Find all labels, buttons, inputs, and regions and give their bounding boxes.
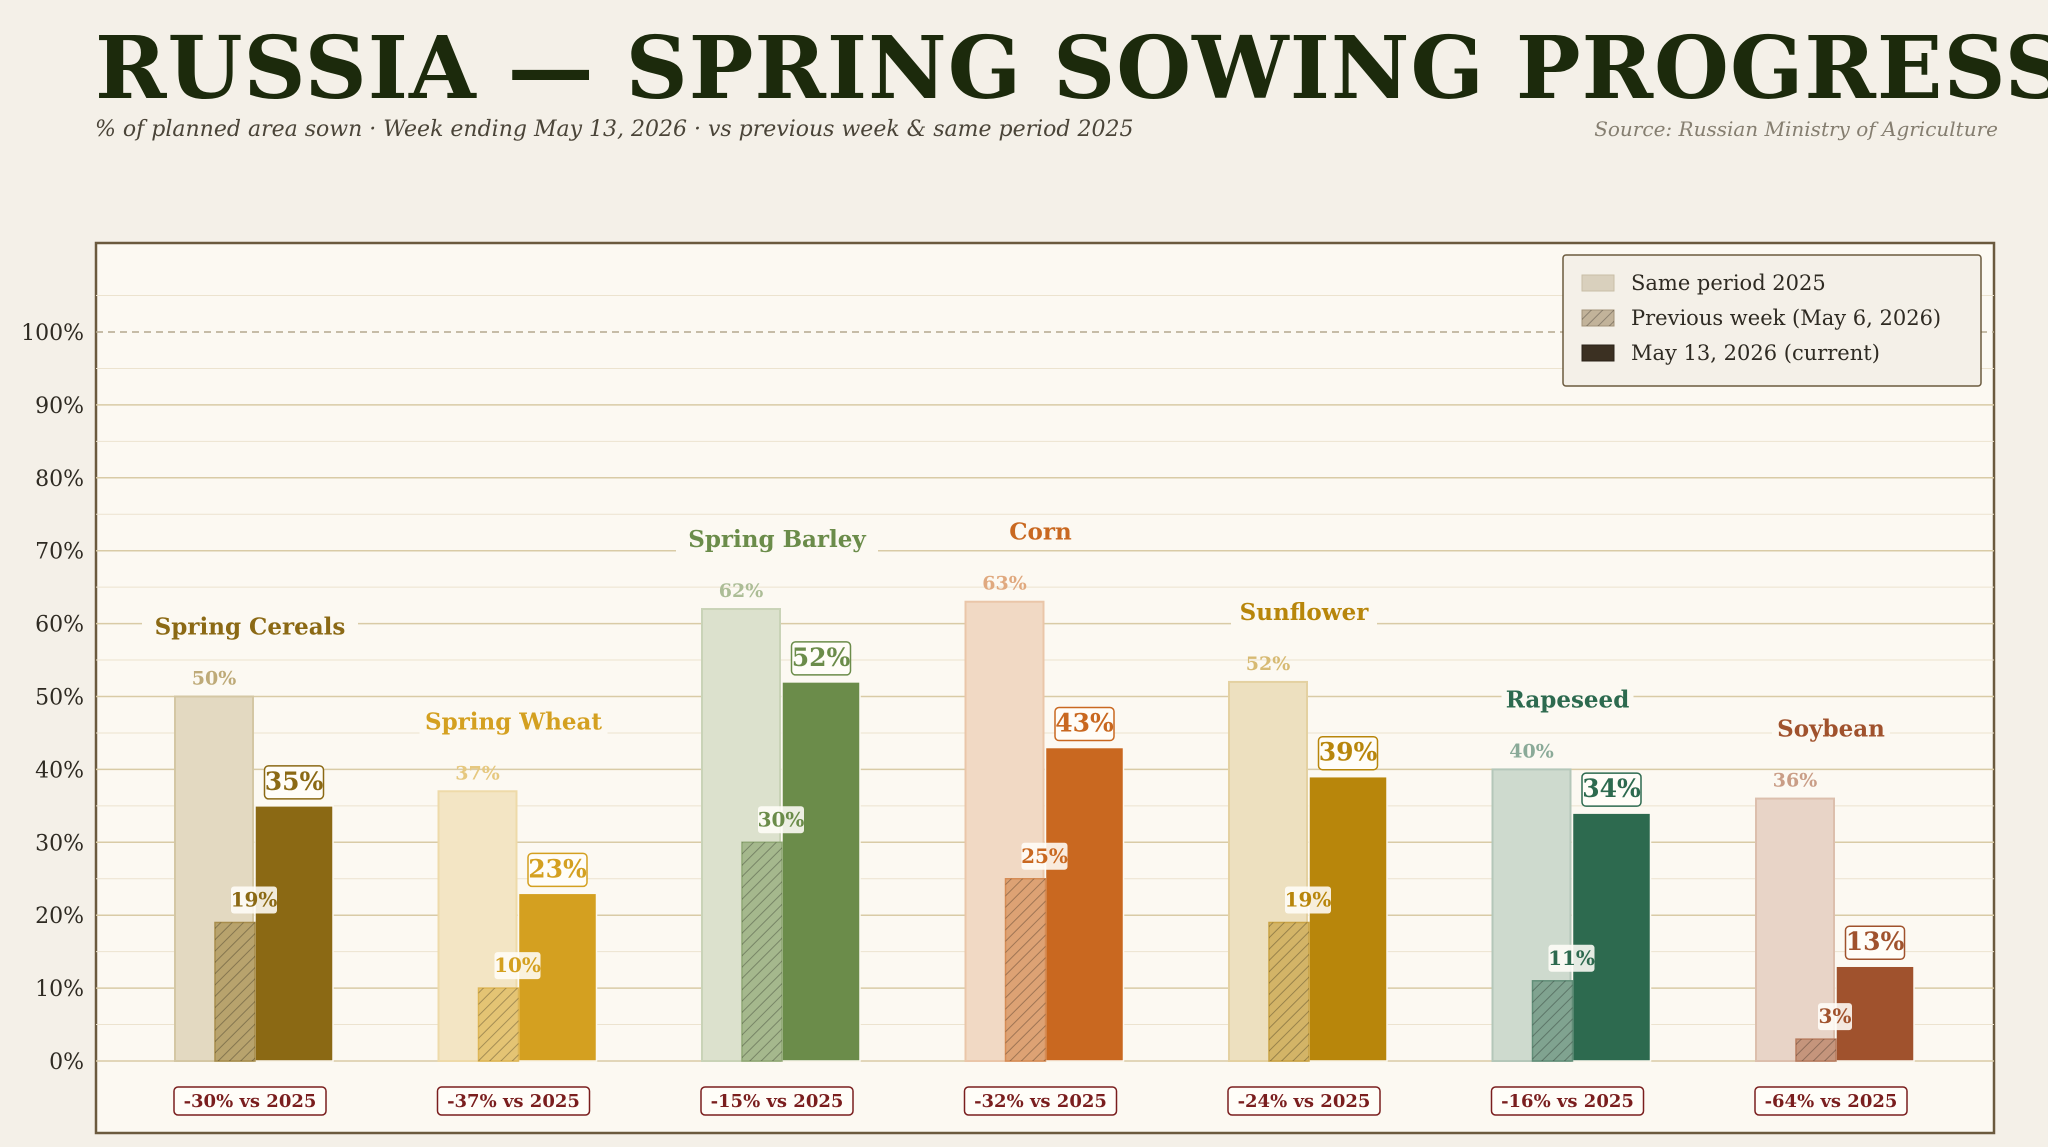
value-label-previous-week: 19% [231, 887, 278, 911]
value-label-current: 39% [1319, 738, 1378, 767]
y-tick-label: 50% [35, 686, 84, 711]
y-tick-label: 80% [35, 467, 84, 492]
category-label: Spring Barley [688, 526, 866, 553]
value-label-previous-week: 30% [758, 807, 805, 831]
value-label-box-current [1581, 772, 1642, 807]
value-label-current: 43% [1055, 709, 1114, 738]
value-label-box-previous [758, 806, 804, 834]
legend-box [1562, 254, 1982, 387]
value-label-2025: 37% [455, 762, 500, 784]
value-label-2025: 50% [192, 668, 237, 690]
change-badge [700, 1086, 854, 1116]
bar-current [1571, 812, 1652, 1062]
bar-previous-week-hatch [1796, 1039, 1836, 1061]
change-vs-2025-label: -32% vs 2025 [974, 1091, 1107, 1112]
value-label-box-current [263, 765, 325, 800]
value-label-current: 35% [265, 767, 324, 796]
change-badge [1227, 1086, 1381, 1116]
category-label: Spring Wheat [425, 708, 602, 735]
change-vs-2025-label: -30% vs 2025 [184, 1091, 317, 1112]
y-tick-label: 40% [35, 758, 84, 783]
value-label-box-previous [1818, 1003, 1852, 1031]
value-label-previous-week: 10% [494, 953, 541, 977]
bar-current [1308, 775, 1388, 1062]
value-label-current: 23% [528, 854, 587, 883]
category-label-bg [1501, 683, 1634, 716]
category-label: Rapeseed [1506, 686, 1630, 713]
value-label-current: 13% [1846, 927, 1905, 956]
value-label-box-current [1054, 706, 1115, 742]
value-label-box-current [1317, 735, 1379, 771]
bar-previous-week-hatch [742, 842, 782, 1061]
value-label-2025: 63% [982, 573, 1027, 595]
y-tick-label: 30% [35, 831, 84, 856]
category-label: Corn [1009, 519, 1072, 546]
bar-previous-week-hatch [1269, 922, 1309, 1061]
bar-current [1044, 746, 1125, 1062]
y-tick-label: 20% [35, 904, 84, 929]
change-badge [963, 1086, 1118, 1116]
category-label: Sunflower [1240, 599, 1370, 626]
value-label-box-current [527, 852, 588, 888]
y-tick-label: 0% [49, 1050, 84, 1075]
change-vs-2025-label: -37% vs 2025 [447, 1091, 580, 1112]
value-label-box-previous [231, 886, 277, 914]
category-label-bg [676, 523, 878, 556]
change-vs-2025-label: -15% vs 2025 [711, 1091, 844, 1112]
category-label-bg [1772, 712, 1890, 745]
legend-swatch [1581, 344, 1615, 362]
legend-swatch [1581, 274, 1615, 292]
value-label-previous-week: 3% [1819, 1004, 1852, 1028]
value-label-previous-week: 11% [1548, 946, 1595, 970]
y-tick-label: 70% [35, 540, 84, 565]
category-label: Spring Cereals [155, 614, 346, 641]
y-tick-label: 10% [35, 977, 84, 1002]
value-label-2025: 52% [1246, 653, 1291, 675]
value-label-previous-week: 25% [1021, 844, 1068, 868]
bar-current [781, 681, 861, 1062]
bar-previous-week-hatch [1005, 878, 1046, 1061]
category-label: Soybean [1777, 716, 1885, 743]
change-badge [1490, 1086, 1645, 1116]
value-label-2025: 36% [1773, 770, 1818, 792]
page-title: RUSSIA — SPRING SOWING PROGRESS [95, 18, 2048, 119]
bar-previous-week-hatch [1532, 980, 1573, 1061]
value-label-box-current [1844, 925, 1906, 960]
bar-previous-week-hatch [478, 988, 519, 1061]
y-tick-label: 100% [21, 321, 84, 346]
value-label-current: 52% [792, 643, 851, 672]
source-note: Source: Russian Ministry of Agriculture [1594, 117, 1998, 141]
y-tick-label: 60% [35, 613, 84, 638]
value-label-box-previous [1021, 842, 1068, 870]
legend-entry: Previous week (May 6, 2026) [1631, 306, 1941, 330]
change-vs-2025-label: -64% vs 2025 [1765, 1091, 1898, 1112]
category-label-bg [142, 610, 358, 643]
change-badge [1754, 1086, 1908, 1116]
legend-entry: May 13, 2026 (current) [1631, 341, 1880, 365]
change-vs-2025-label: -16% vs 2025 [1501, 1091, 1634, 1112]
bar-current [254, 805, 334, 1062]
value-label-box-previous [494, 952, 541, 980]
change-badge [173, 1086, 327, 1116]
value-label-previous-week: 19% [1285, 887, 1332, 911]
legend-entry: Same period 2025 [1631, 271, 1826, 295]
value-label-2025: 40% [1509, 740, 1554, 762]
category-label-bg [419, 705, 608, 738]
y-tick-label: 90% [35, 394, 84, 419]
bar-previous-week-hatch [215, 922, 255, 1061]
legend-swatch-hatch [1582, 310, 1614, 326]
value-label-2025: 62% [719, 580, 764, 602]
chart-subtitle: % of planned area sown · Week ending May… [95, 117, 1134, 142]
change-vs-2025-label: -24% vs 2025 [1238, 1091, 1371, 1112]
value-label-box-current [790, 641, 852, 676]
category-label-bg [1002, 515, 1079, 548]
value-label-current: 34% [1582, 774, 1641, 803]
category-label-bg [1231, 595, 1377, 628]
change-badge [436, 1086, 591, 1116]
value-label-box-previous [1285, 886, 1331, 914]
value-label-box-previous [1548, 944, 1595, 972]
